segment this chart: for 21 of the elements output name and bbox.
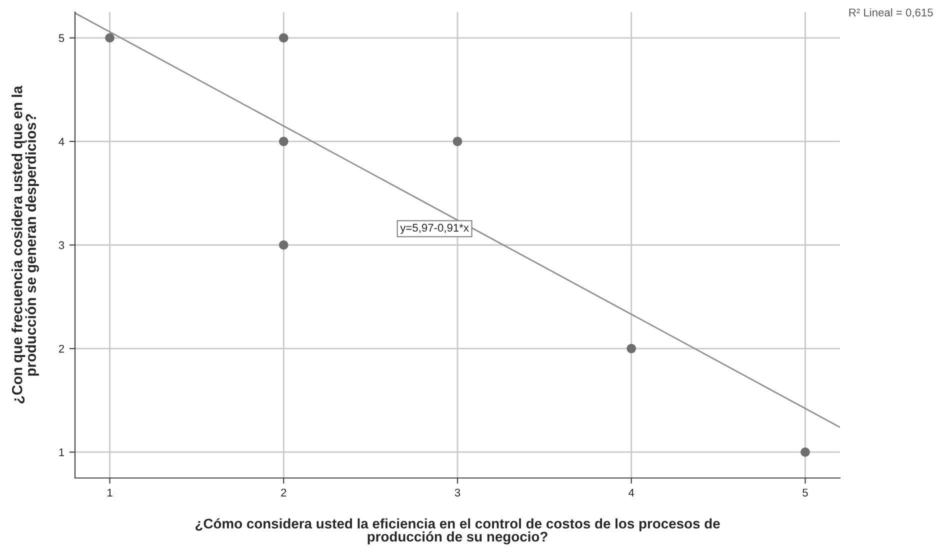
point — [800, 447, 810, 457]
y-axis-title: ¿Con que frecuencia cosidera usted que en la producción se generan desperdicios? — [12, 86, 39, 404]
point — [452, 136, 462, 146]
x-tick-label: 4 — [628, 488, 634, 496]
point — [105, 33, 114, 43]
y-tick-label: 3 — [58, 241, 64, 250]
y-tick-label: 2 — [58, 344, 64, 353]
point — [278, 240, 288, 250]
x-axis-title: ¿Cómo considera usted la eficiencia en el control de costos de los procesos de producción de su negocio? — [195, 518, 720, 544]
y-tick-label: 1 — [59, 448, 64, 456]
point — [278, 136, 288, 146]
annotation: y=5,97-0,91*x — [400, 224, 469, 234]
text: R² Lineal = 0,615 — [849, 8, 933, 18]
x-tick-label: 5 — [802, 488, 808, 497]
x-tick-label: 2 — [281, 488, 286, 496]
y-tick-label: 4 — [58, 138, 64, 146]
y-tick-label: 5 — [58, 34, 64, 42]
point — [278, 33, 288, 43]
x-tick-label: 1 — [108, 488, 112, 496]
point — [626, 344, 636, 354]
x-tick-label: 3 — [454, 488, 460, 497]
